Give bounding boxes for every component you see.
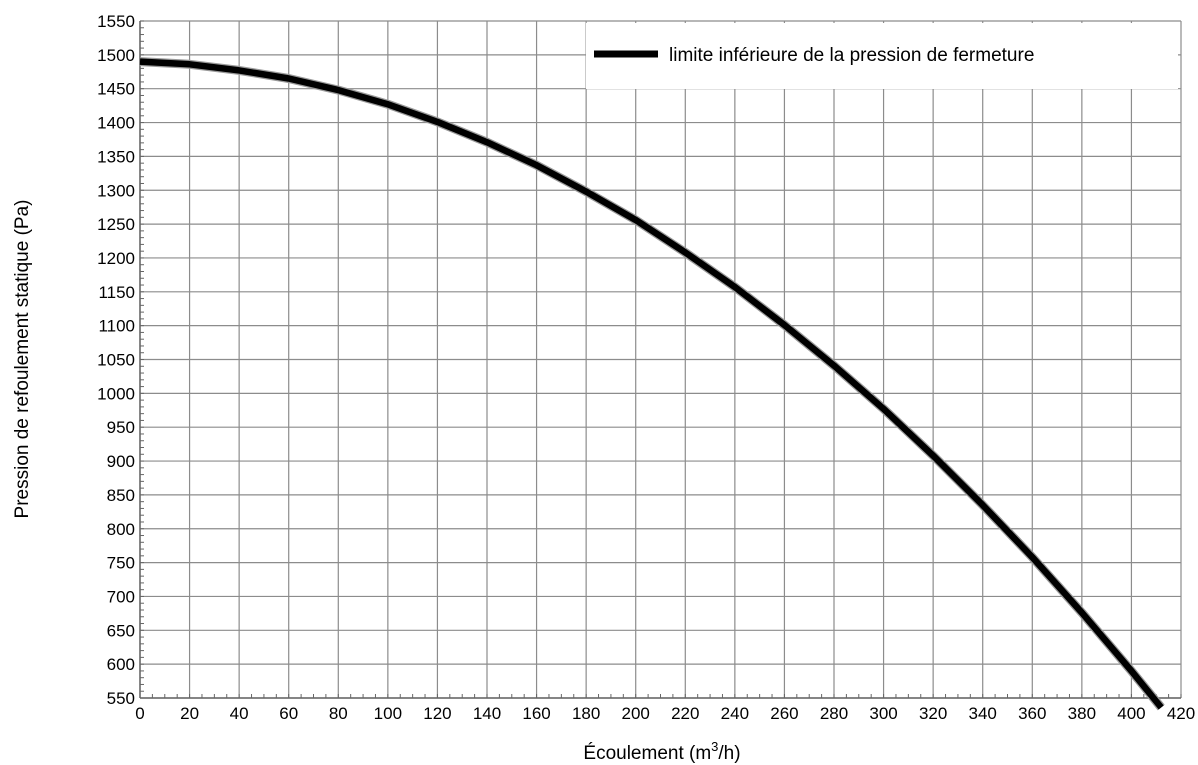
y-tick-label: 850	[107, 486, 135, 505]
y-tick-label: 700	[107, 587, 135, 606]
y-tick-label: 1500	[97, 46, 135, 65]
y-axis-title: Pression de refoulement statique (Pa)	[12, 200, 33, 519]
x-tick-label: 60	[279, 704, 298, 723]
y-tick-label: 1550	[97, 12, 135, 31]
x-tick-label: 160	[522, 704, 550, 723]
x-tick-label: 200	[622, 704, 650, 723]
y-tick-label: 1450	[97, 80, 135, 99]
y-tick-label: 1050	[97, 351, 135, 370]
series-group	[139, 57, 1165, 711]
y-tick-label: 900	[107, 452, 135, 471]
y-tick-label: 800	[107, 520, 135, 539]
x-tick-label: 340	[969, 704, 997, 723]
x-axis-title-main: Écoulement (m	[583, 743, 711, 764]
y-tick-label: 1400	[97, 114, 135, 133]
y-tick-label: 1150	[98, 283, 135, 302]
x-tick-label: 100	[374, 704, 402, 723]
x-axis-title-end: /h)	[718, 743, 740, 764]
x-tick-label: 40	[230, 704, 249, 723]
y-tick-labels: 550 600 650 700 750 800 850 900 950 1000 1050 1100 1…	[97, 12, 135, 708]
x-tick-label: 360	[1018, 704, 1046, 723]
y-tick-label: 750	[107, 554, 135, 573]
y-tick-label: 1300	[97, 181, 135, 200]
x-tick-labels: 0 20 40 60 80 100 120 140 160 180 200 220 240 260 280 3…	[135, 704, 1195, 723]
y-tick-label: 650	[107, 621, 135, 640]
y-tick-label: 1000	[97, 384, 135, 403]
x-tick-label: 240	[721, 704, 749, 723]
y-tick-label: 600	[107, 655, 135, 674]
legend-box	[586, 23, 1178, 89]
x-axis-title: Écoulement (m3/h)	[583, 739, 740, 764]
x-tick-label: 140	[473, 704, 501, 723]
x-tick-label: 320	[919, 704, 947, 723]
x-tick-label: 420	[1167, 704, 1195, 723]
legend: limite inférieure de la pression de ferm…	[586, 23, 1178, 89]
x-tick-label: 260	[770, 704, 798, 723]
x-tick-label: 0	[135, 704, 144, 723]
x-tick-label: 300	[869, 704, 897, 723]
x-tick-label: 180	[572, 704, 600, 723]
x-tick-label: 280	[820, 704, 848, 723]
x-tick-label: 20	[180, 704, 199, 723]
grid	[139, 20, 1182, 699]
x-tick-label: 220	[671, 704, 699, 723]
x-tick-label: 380	[1068, 704, 1096, 723]
y-tick-label: 950	[107, 418, 135, 437]
y-tick-label: 1200	[97, 249, 135, 268]
y-tick-label: 1250	[97, 215, 135, 234]
y-tick-label: 550	[107, 689, 135, 708]
series-line	[139, 58, 1164, 710]
x-tick-label: 120	[423, 704, 451, 723]
y-tick-label: 1100	[98, 317, 135, 336]
minor-ticks	[139, 20, 1182, 699]
x-axis-title-sup: 3	[711, 739, 718, 754]
y-tick-label: 1350	[97, 147, 135, 166]
x-tick-label: 400	[1117, 704, 1145, 723]
x-tick-label: 80	[329, 704, 348, 723]
legend-label: limite inférieure de la pression de ferm…	[669, 45, 1034, 66]
